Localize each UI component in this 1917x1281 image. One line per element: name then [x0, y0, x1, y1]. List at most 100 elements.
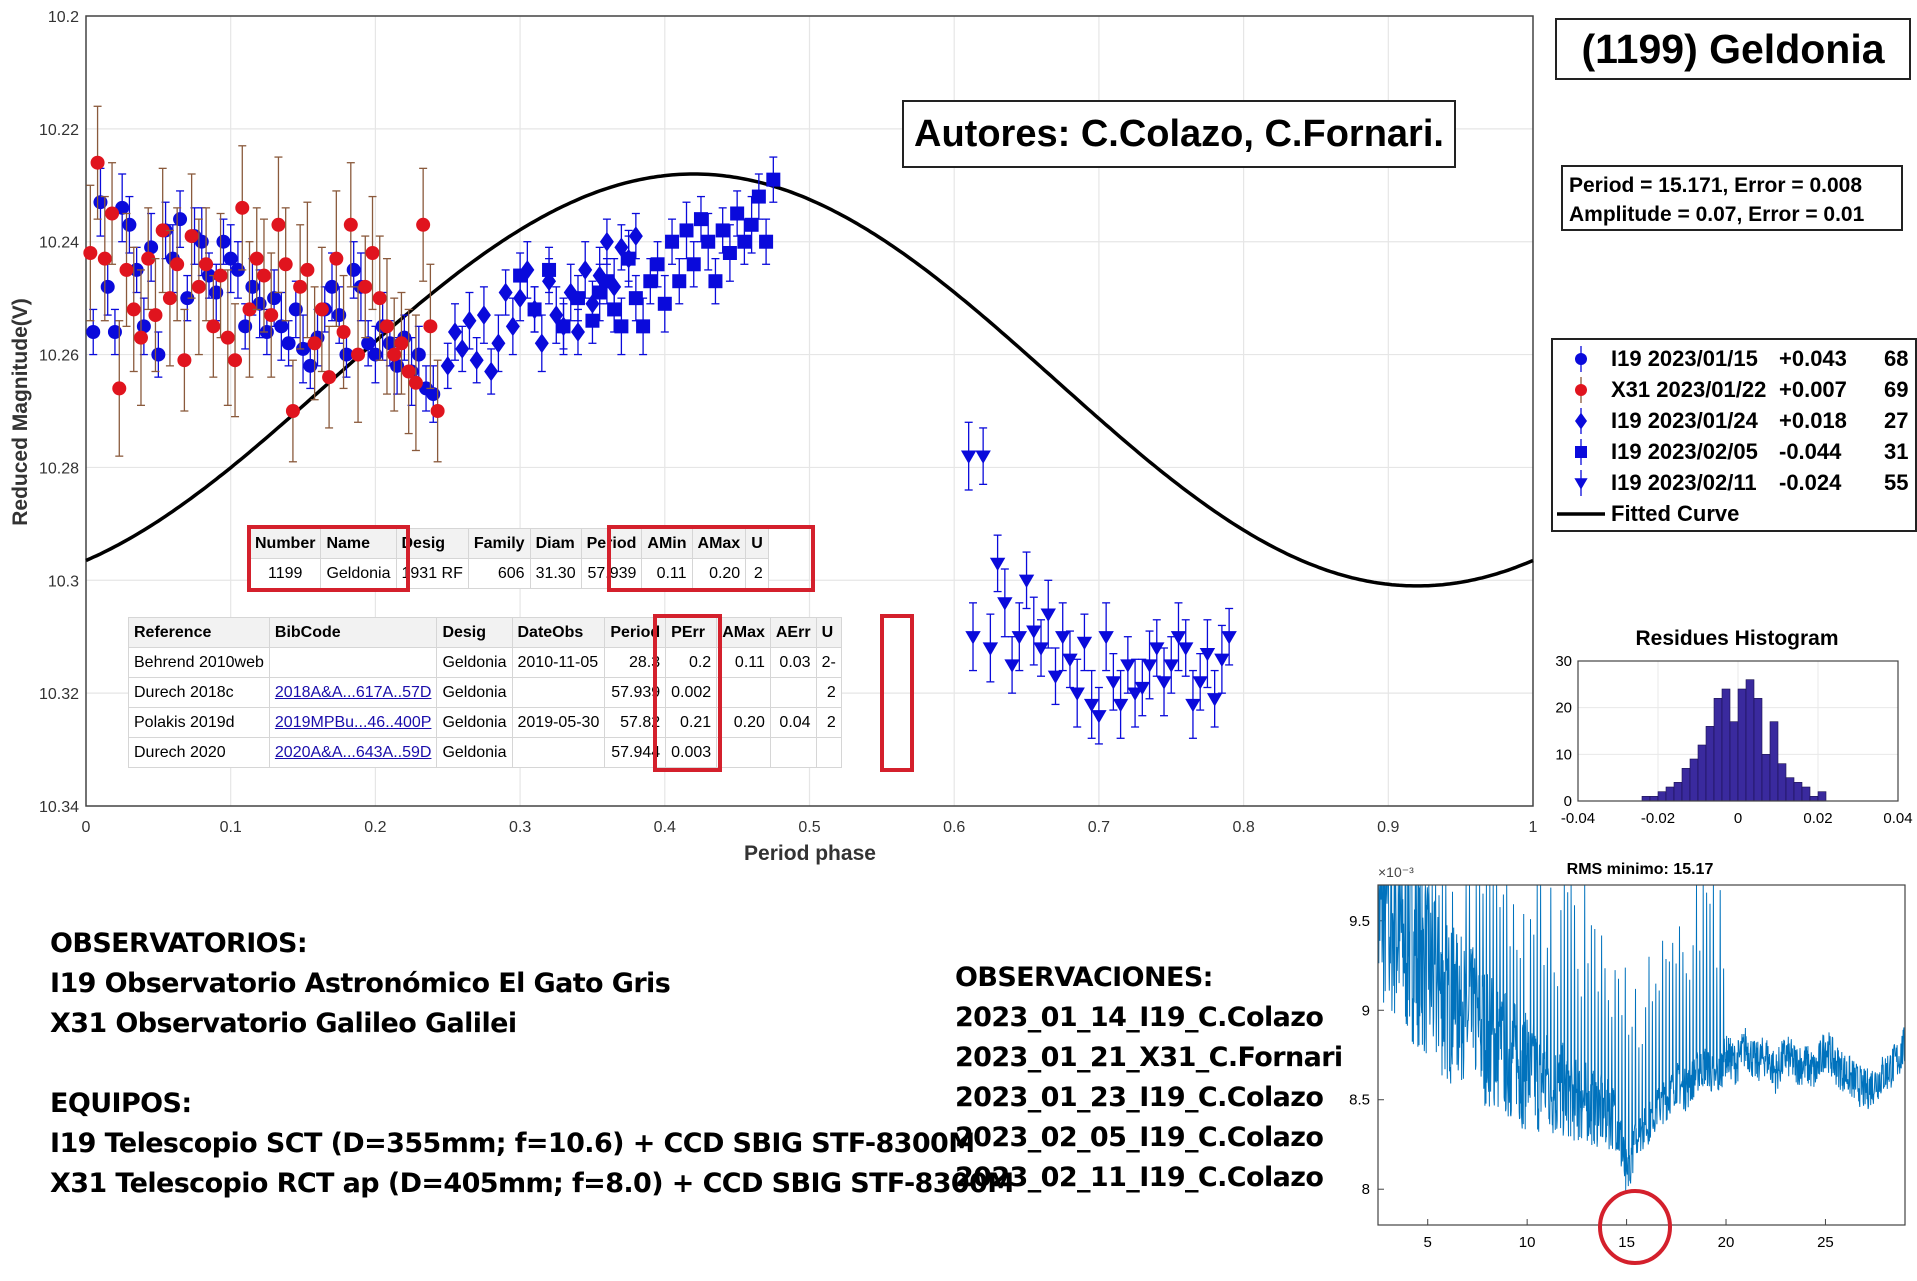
bibcode-link[interactable]: 2018A&A...617A..57D [274, 683, 432, 701]
data-point [387, 347, 402, 362]
period-line: Period = 15.171, Error = 0.008 [1569, 174, 1863, 197]
histogram-bar [1729, 721, 1739, 802]
table-cell: 0.11 [716, 647, 771, 678]
histogram-bar [1777, 763, 1787, 802]
data-point [336, 325, 351, 339]
data-point [614, 319, 629, 334]
table-row: Durech 2018c 2018A&A...617A..57D Geldonia 5… [128, 677, 842, 708]
data-point [228, 353, 243, 368]
table-header: BibCode [268, 617, 438, 648]
amplitude-line: Amplitude = 0.07, Error = 0.01 [1569, 203, 1865, 226]
legend-entry: Fitted Curve [1553, 499, 1915, 529]
rms-y-tick: 9 [1362, 1002, 1370, 1019]
table-cell: 0.002 [665, 677, 718, 708]
data-point [484, 361, 499, 382]
observations-notes: OBSERVACIONES: 2023_01_14_I19_C.Colazo 202… [955, 958, 1343, 1198]
table-cell: 0.04 [769, 707, 817, 738]
table-header: Name [320, 528, 397, 559]
data-point [271, 217, 286, 232]
table-cell: Polakis 2019d [128, 707, 270, 738]
histogram-bar [1817, 791, 1827, 802]
data-point [628, 226, 643, 246]
table-cell: 0.20 [716, 707, 771, 738]
legend-symbol-icon [1575, 412, 1587, 430]
histogram-y-tick: 0 [1564, 793, 1572, 810]
data-point [86, 325, 101, 339]
data-point [122, 217, 137, 232]
bibcode-cell: 2020A&A...643A..59D [268, 737, 438, 768]
data-point [1221, 631, 1237, 645]
table-header: Period [580, 528, 643, 559]
data-point [759, 234, 774, 249]
legend-count: 31 [1884, 439, 1909, 464]
data-point [288, 302, 303, 317]
y-tick-label: 10.28 [39, 460, 79, 477]
references-table: Reference BibCode Desig DateObs Period PErr AM… [128, 617, 842, 768]
data-point [278, 257, 293, 272]
y-tick-label: 10.34 [39, 799, 79, 816]
table-cell: 31.30 [529, 558, 582, 589]
x-tick-label: 0.4 [654, 819, 676, 836]
legend-entry: X31 2023/01/22 +0.007 69 [1553, 375, 1915, 405]
data-point [751, 189, 766, 204]
data-point [982, 642, 999, 656]
y-tick-label: 10.3 [48, 573, 79, 590]
data-point [249, 251, 264, 266]
data-point [693, 212, 708, 227]
data-point [368, 347, 383, 362]
table-header: Reference [128, 617, 270, 648]
histogram-bar [1721, 688, 1731, 802]
table-cell: 2010-11-05 [511, 647, 606, 678]
plot-frame [85, 15, 1534, 807]
data-point [1127, 687, 1143, 701]
data-point [361, 336, 376, 351]
table-cell [815, 737, 842, 768]
bibcode-link[interactable]: 2019MPBu...46..400P [274, 713, 432, 731]
data-point [394, 336, 409, 351]
table-header: Diam [529, 528, 582, 559]
asteroid-title: (1199) Geldonia [1555, 18, 1911, 80]
data-points [83, 105, 1237, 745]
table-header: Desig [436, 617, 513, 648]
data-point [141, 251, 156, 266]
legend-label: I19 2023/02/05 [1611, 439, 1758, 464]
data-point [989, 557, 1006, 572]
data-point [722, 246, 737, 260]
note-line: 2023_01_14_I19_C.Colazo [955, 1002, 1324, 1033]
data-point [235, 200, 250, 215]
data-point [426, 387, 441, 402]
data-point [180, 291, 195, 306]
data-point [455, 339, 470, 359]
data-point [184, 229, 199, 244]
rms-frame [1377, 884, 1906, 1226]
x-tick-label: 0.2 [364, 819, 386, 836]
table-cell [716, 677, 771, 708]
bibcode-link[interactable]: 2020A&A...643A..59D [274, 743, 432, 761]
data-point [585, 313, 600, 328]
data-point [665, 234, 680, 249]
period-fit-box: Period = 15.171, Error = 0.008 Amplitude… [1561, 165, 1903, 231]
y-tick-label: 10.32 [39, 686, 79, 703]
data-point [592, 285, 607, 300]
data-point [293, 279, 308, 294]
data-point [119, 262, 134, 277]
x-axis-label: Period phase [744, 842, 876, 865]
x-tick-label: 0.7 [1088, 819, 1110, 836]
data-point [476, 305, 491, 325]
data-point [112, 381, 127, 396]
table-header: PErr [665, 617, 718, 648]
histogram-x-tick: 0.04 [1883, 810, 1912, 827]
rms-x-tick: 5 [1424, 1234, 1432, 1251]
histogram-bar [1801, 786, 1811, 802]
histogram-bar [1769, 721, 1779, 802]
table-cell: 0.21 [665, 707, 718, 738]
note-line: I19 Observatorio Astronómico El Gato Gri… [50, 968, 671, 999]
note-line: EQUIPOS: [50, 1088, 192, 1119]
data-point [1192, 676, 1208, 690]
legend-symbol-icon [1575, 446, 1587, 458]
histogram-bar [1665, 786, 1675, 802]
data-point [628, 291, 643, 306]
table-cell: 2- [815, 647, 842, 678]
data-point [744, 217, 759, 232]
